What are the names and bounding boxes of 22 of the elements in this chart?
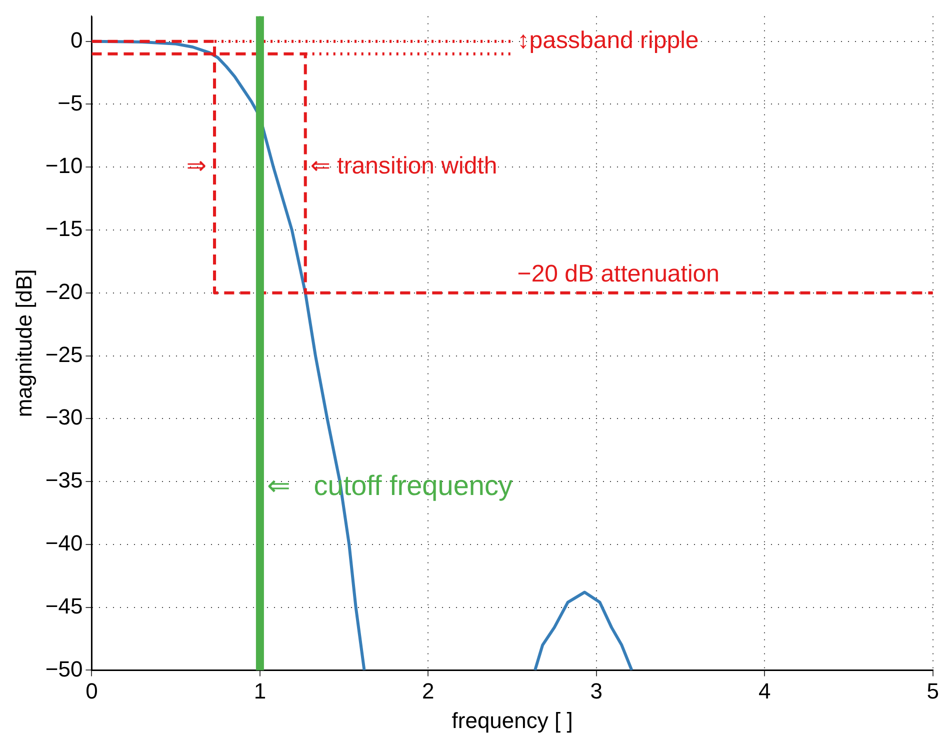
y-tick-label: −50 [45, 656, 83, 682]
annotation: ⇐ transition width [310, 152, 498, 180]
y-tick-label: −30 [45, 404, 83, 430]
x-tick-label: 3 [590, 678, 603, 704]
y-tick-label: −35 [45, 468, 83, 493]
x-tick-label: 4 [758, 678, 771, 704]
y-tick-label: −15 [45, 216, 83, 242]
y-tick-label: −20 [45, 278, 83, 304]
y-tick-label: −45 [45, 593, 83, 618]
annotation: ↕passband ripple [517, 26, 699, 54]
x-axis-title: frequency [ ] [452, 708, 573, 733]
y-axis-title: magnitude [dB] [11, 269, 36, 418]
x-tick-label: 5 [926, 678, 940, 704]
y-tick-label: −40 [45, 530, 83, 556]
annotation: −20 dB attenuation [517, 260, 720, 288]
annotation: ⇒ [186, 152, 207, 180]
y-tick-label: 0 [70, 27, 83, 52]
y-tick-label: −10 [45, 153, 83, 178]
x-tick-label: 2 [422, 678, 434, 704]
x-tick-label: 1 [254, 678, 266, 704]
y-tick-label: −5 [58, 90, 83, 116]
y-tick-label: −25 [45, 342, 83, 367]
